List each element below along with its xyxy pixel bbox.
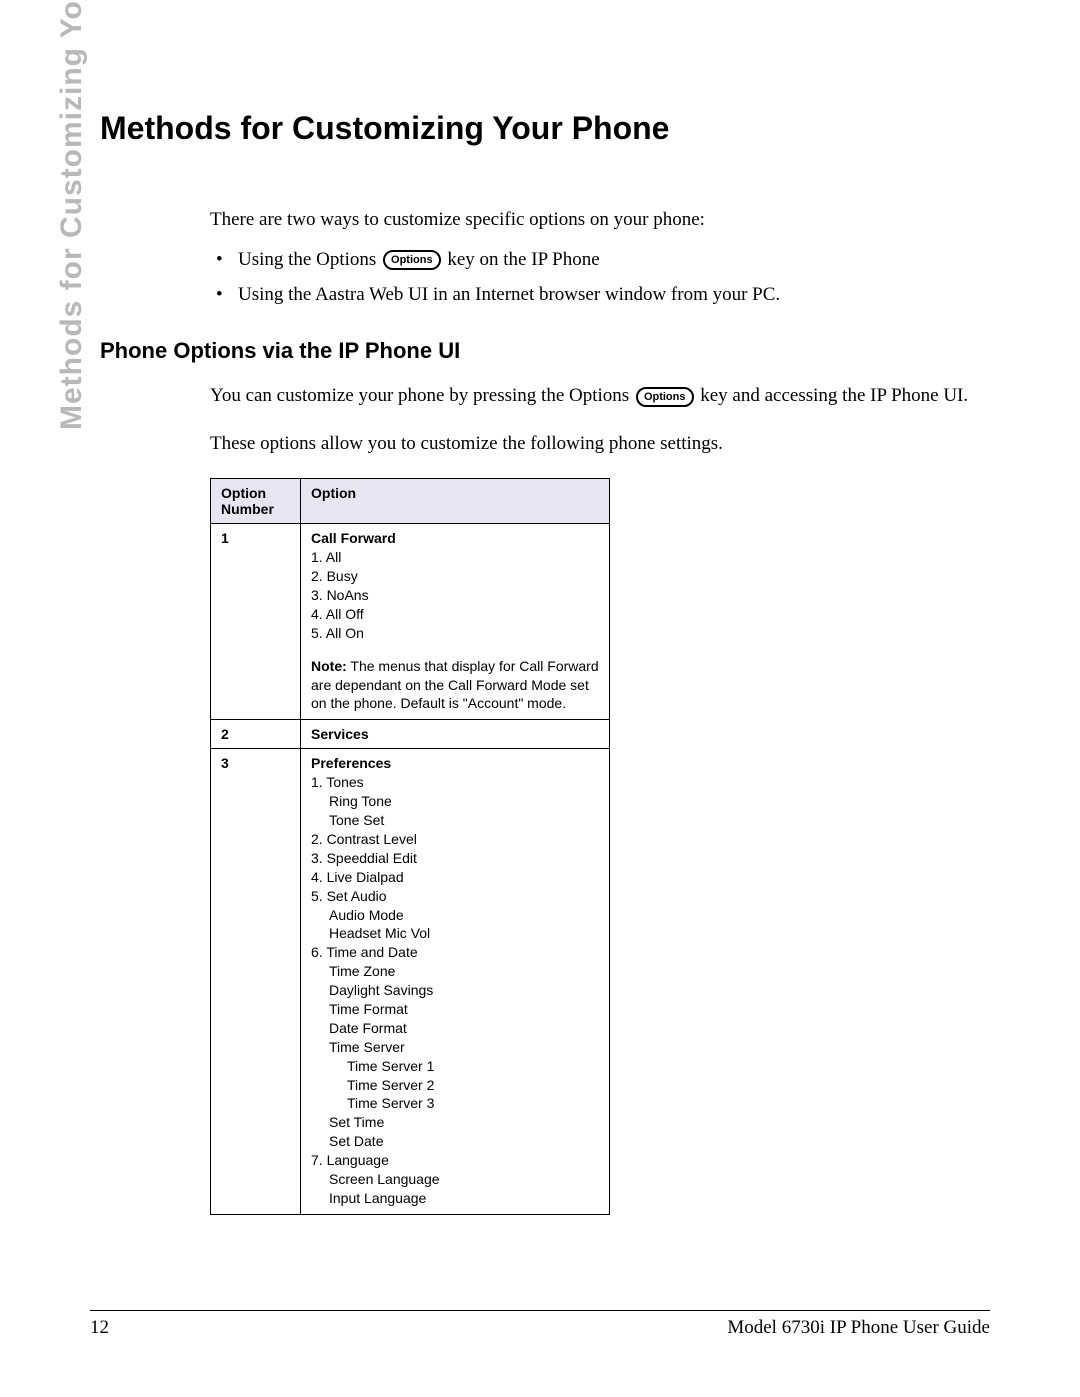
option-sub-item: Set Time [311, 1113, 599, 1132]
note-text: The menus that display for Call Forward … [311, 658, 599, 712]
options-key-icon: Options [383, 250, 441, 270]
side-running-title: Methods for Customizing Your Phone [55, 0, 89, 430]
option-sub-item: Time Server 1 [311, 1057, 599, 1076]
option-number: 2 [221, 726, 229, 742]
option-sub-item: 5. All On [311, 624, 599, 643]
table-row: 1 Call Forward 1. All 2. Busy 3. NoAns 4… [211, 524, 610, 720]
page-footer: 12 Model 6730i IP Phone User Guide [90, 1310, 990, 1339]
option-sub-item: Set Date [311, 1132, 599, 1151]
option-sub-item: Audio Mode [311, 906, 599, 925]
option-sublist: 1. Tones Ring Tone Tone Set 2. Contrast … [311, 773, 599, 1207]
option-number: 3 [221, 755, 229, 771]
content-area: Methods for Customizing Your Phone There… [100, 110, 990, 1215]
option-sub-item: Screen Language [311, 1170, 599, 1189]
option-sub-item: Daylight Savings [311, 981, 599, 1000]
option-sub-item: Time Format [311, 1000, 599, 1019]
option-sublist: 1. All 2. Busy 3. NoAns 4. All Off 5. Al… [311, 548, 599, 642]
para1-b: key and accessing the IP Phone UI. [696, 385, 969, 406]
main-heading: Methods for Customizing Your Phone [100, 110, 990, 147]
option-number: 1 [221, 530, 229, 546]
intro-text: There are two ways to customize specific… [210, 207, 990, 233]
page-number: 12 [90, 1317, 109, 1339]
option-number-cell: 1 [211, 524, 301, 720]
page: Methods for Customizing Your Phone Metho… [0, 0, 1080, 1397]
option-sub-item: 1. Tones [311, 773, 599, 792]
option-number-cell: 2 [211, 720, 301, 749]
option-sub-item: 2. Contrast Level [311, 830, 599, 849]
bullet-list: Using the Options Options key on the IP … [210, 247, 990, 308]
doc-title: Model 6730i IP Phone User Guide [727, 1317, 990, 1339]
option-sub-item: 4. Live Dialpad [311, 868, 599, 887]
option-sub-item: Ring Tone [311, 792, 599, 811]
option-sub-item: Date Format [311, 1019, 599, 1038]
option-sub-item: Time Server 2 [311, 1076, 599, 1095]
option-sub-item: Time Zone [311, 962, 599, 981]
table-header-option: Option [301, 479, 610, 524]
option-sub-item: 7. Language [311, 1151, 599, 1170]
option-sub-item: Headset Mic Vol [311, 924, 599, 943]
option-sub-item: Time Server 3 [311, 1094, 599, 1113]
option-title: Call Forward [311, 530, 599, 546]
para1-a: You can customize your phone by pressing… [210, 385, 634, 406]
option-sub-item: Tone Set [311, 811, 599, 830]
option-sub-item: 6. Time and Date [311, 943, 599, 962]
paragraph-1: You can customize your phone by pressing… [210, 383, 990, 409]
option-title: Preferences [311, 755, 599, 771]
table-header-row: Option Number Option [211, 479, 610, 524]
option-sub-item: 5. Set Audio [311, 887, 599, 906]
option-cell: Services [301, 720, 610, 749]
options-key-icon: Options [636, 387, 694, 407]
paragraph-2: These options allow you to customize the… [210, 431, 990, 457]
table-row: 3 Preferences 1. Tones Ring Tone Tone Se… [211, 749, 610, 1214]
option-sub-item: 1. All [311, 548, 599, 567]
side-title-text: Methods for Customizing Your Phone [55, 0, 88, 430]
option-sub-item: 3. Speeddial Edit [311, 849, 599, 868]
bullet2-text: Using the Aastra Web UI in an Internet b… [238, 284, 780, 305]
bullet1-text-a: Using the Options [238, 249, 381, 270]
bullet1-text-b: key on the IP Phone [443, 249, 600, 270]
sub-heading: Phone Options via the IP Phone UI [100, 338, 990, 364]
note-label: Note: [311, 658, 347, 674]
option-sub-item: 2. Busy [311, 567, 599, 586]
intro-block: There are two ways to customize specific… [210, 207, 990, 308]
option-sub-item: 4. All Off [311, 605, 599, 624]
option-sub-item: 3. NoAns [311, 586, 599, 605]
option-title: Services [311, 726, 599, 742]
option-sub-item: Time Server [311, 1038, 599, 1057]
option-number-cell: 3 [211, 749, 301, 1214]
option-cell: Call Forward 1. All 2. Busy 3. NoAns 4. … [301, 524, 610, 720]
option-cell: Preferences 1. Tones Ring Tone Tone Set … [301, 749, 610, 1214]
options-table: Option Number Option 1 Call Forward 1. A… [210, 478, 610, 1215]
bullet-item: Using the Options Options key on the IP … [210, 247, 990, 273]
option-note: Note: The menus that display for Call Fo… [311, 657, 599, 714]
bullet-item: Using the Aastra Web UI in an Internet b… [210, 282, 990, 308]
table-header-number: Option Number [211, 479, 301, 524]
option-sub-item: Input Language [311, 1189, 599, 1208]
table-row: 2 Services [211, 720, 610, 749]
